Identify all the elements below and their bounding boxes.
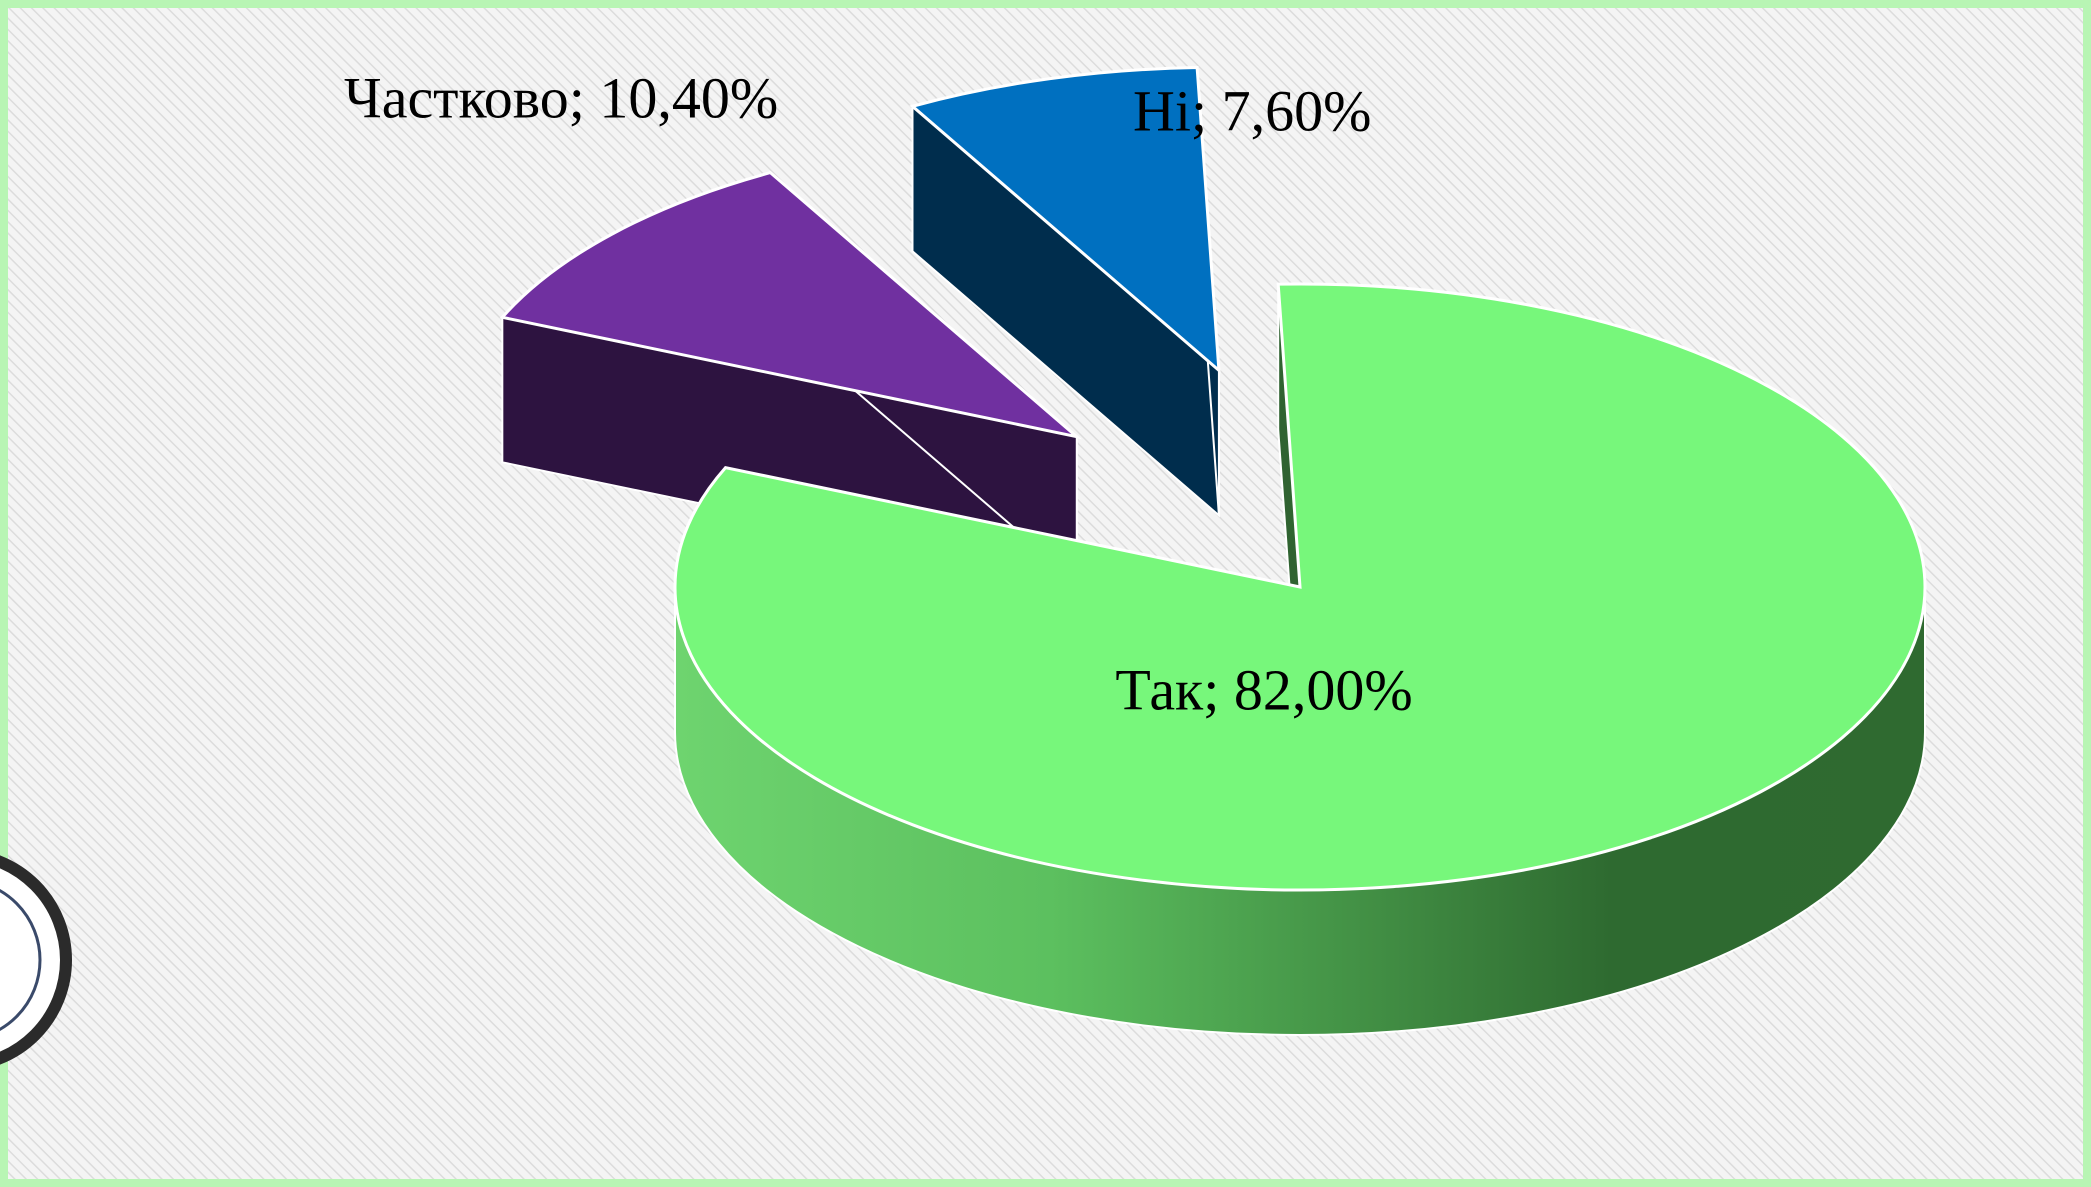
pie: Так; 82,00% Частково; 10,40% Ні; 7,60% — [344, 65, 1927, 1036]
data-label: Частково; 10,40% — [344, 65, 778, 130]
slice — [909, 66, 1221, 374]
slice — [673, 282, 1927, 892]
data-label: Ні; 7,60% — [1133, 78, 1371, 143]
slice — [499, 170, 1083, 440]
data-label: Так; 82,00% — [1115, 657, 1412, 722]
logo — [0, 855, 72, 1065]
